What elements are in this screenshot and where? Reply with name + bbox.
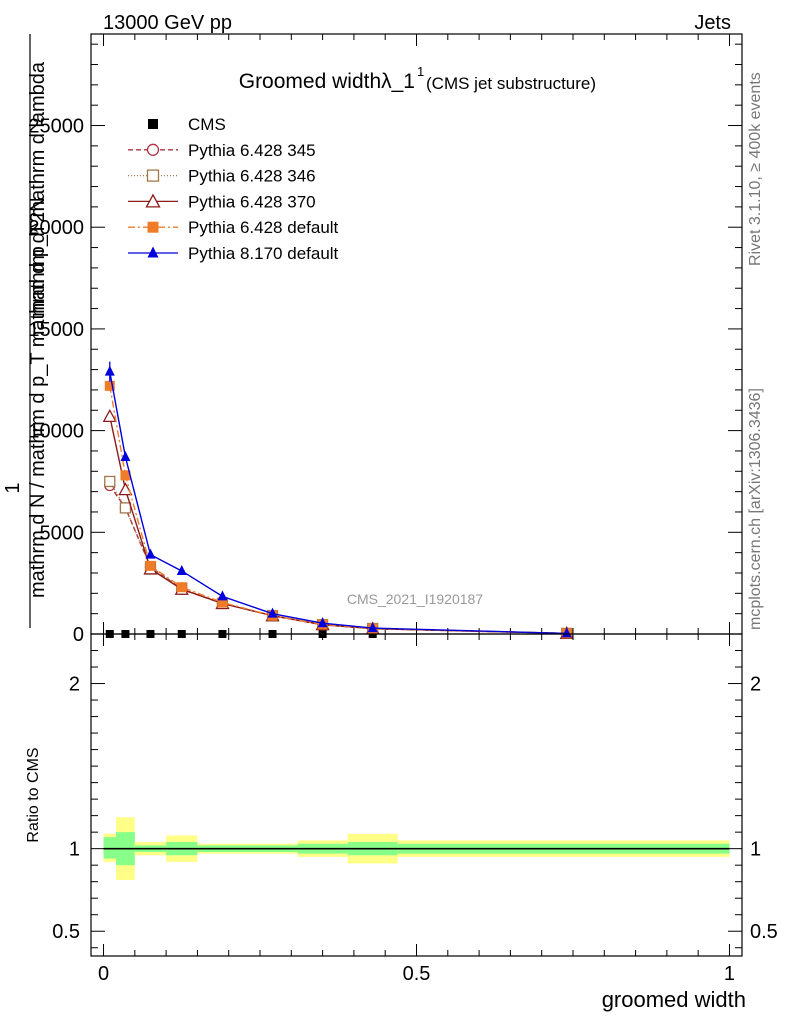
series-line	[109, 385, 567, 635]
legend-label: Pythia 8.170 default	[188, 244, 339, 263]
data-point	[145, 548, 156, 559]
ratio-y-tick-label: 1	[69, 839, 80, 861]
ratio-y-tick-label: 2	[69, 674, 80, 696]
x-tick-label: 0	[98, 963, 109, 985]
x-tick-label: 0.5	[403, 963, 431, 985]
series-4	[104, 380, 572, 639]
data-point	[267, 607, 278, 618]
plot-title: Groomed widthλ_1	[239, 70, 415, 93]
data-point	[147, 221, 159, 233]
legend-label: Pythia 6.428 default	[188, 218, 339, 237]
main-panel: 0 5000 10000 15000 20000 25000 Groomed widthλ…	[28, 33, 743, 646]
series-line	[109, 481, 567, 635]
data-point	[145, 560, 156, 571]
ratio-y-tick-label-right: 1	[750, 839, 761, 861]
ratio-y-label: Ratio to CMS	[25, 747, 42, 842]
series-2	[104, 475, 573, 640]
data-point	[120, 451, 131, 462]
ratio-y-tick-label: 0.5	[52, 921, 80, 943]
data-point	[561, 627, 572, 638]
legend-item: Pythia 6.428 default	[128, 218, 339, 237]
legend-item: Pythia 6.428 345	[128, 141, 316, 160]
y-label-over: mathrm d^2N	[27, 197, 49, 316]
main-y-tick-label: 15000	[28, 319, 84, 341]
side-label-bottom: mcplots.cern.ch [arXiv:1306.3436]	[747, 388, 764, 630]
main-y-tick-label: 20000	[28, 217, 84, 239]
series-1	[104, 479, 573, 640]
legend-item: Pythia 8.170 default	[128, 244, 339, 263]
header-right: Jets	[694, 12, 731, 34]
legend-item: Pythia 6.428 370	[128, 192, 316, 211]
data-point	[147, 246, 159, 258]
main-y-tick-label: 10000	[28, 421, 84, 443]
ratio-y-tick-label-right: 2	[750, 674, 761, 696]
data-point	[317, 617, 328, 628]
data-point	[148, 119, 158, 129]
ratio-panel: 0.5 0.5 1 1 2 2	[52, 633, 778, 957]
main-y-tick-label: 5000	[40, 522, 85, 544]
side-label-top: Rivet 3.1.10, ≥ 400k events	[747, 72, 764, 266]
legend-label: CMS	[188, 115, 226, 134]
series-5	[104, 361, 572, 638]
series-line	[109, 416, 567, 635]
data-point	[367, 622, 378, 633]
series-3	[102, 409, 574, 640]
data-point	[119, 502, 132, 514]
data-point	[120, 470, 131, 481]
data-point	[104, 365, 115, 376]
plot-subtitle: (CMS jet substructure)	[426, 74, 596, 93]
legend-label: Pythia 6.428 370	[188, 192, 316, 211]
legend-label: Pythia 6.428 346	[188, 167, 316, 186]
ratio-frame	[90, 633, 743, 957]
x-tick-label: 1	[724, 963, 735, 985]
data-point	[118, 482, 133, 496]
y-label-numerator: 1	[2, 482, 24, 493]
data-point	[217, 597, 228, 608]
data-point	[176, 582, 187, 593]
main-y-tick-label: 25000	[28, 116, 84, 138]
header-left: 13000 GeV pp	[103, 12, 232, 34]
series-line	[109, 485, 567, 635]
ratio-band-inner	[103, 837, 117, 859]
data-point	[104, 475, 116, 488]
data-point	[104, 380, 115, 391]
main-y-axis-label: mathrm d^2N 1 mathrm d N / mathrm d p_T …	[2, 34, 49, 628]
ratio-y-tick-label-right: 0.5	[750, 921, 778, 943]
data-point	[102, 409, 117, 423]
data-point	[146, 169, 160, 182]
legend-item: Pythia 6.428 346	[128, 167, 316, 186]
legend: CMS Pythia 6.428 345 Pythia 6.428 346 Pythi…	[128, 115, 339, 263]
watermark: CMS_2021_I1920187	[347, 591, 483, 607]
data-point	[146, 143, 160, 156]
data-point	[217, 590, 228, 601]
legend-item: CMS	[148, 115, 226, 134]
data-point	[145, 193, 161, 208]
x-axis-label: groomed width	[602, 987, 746, 1012]
data-point	[176, 564, 187, 575]
plot-title-superscript: 1	[417, 64, 424, 79]
legend-label: Pythia 6.428 345	[188, 141, 316, 160]
y-label-denominator: mathrm d N / mathrm d p_T mathrm d p_T m…	[27, 61, 49, 598]
main-y-tick-label: 0	[73, 624, 84, 646]
